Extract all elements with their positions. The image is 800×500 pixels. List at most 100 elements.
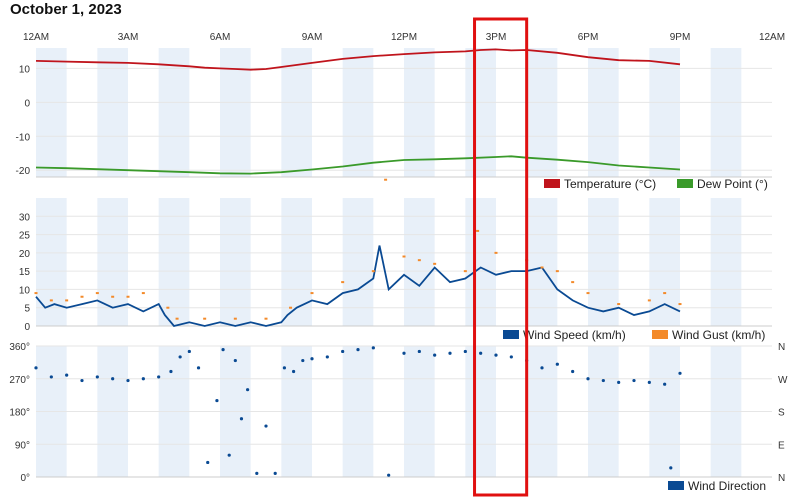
- direction-point: [239, 417, 244, 421]
- y-tick-label: 180°: [9, 408, 30, 419]
- time-band: [710, 48, 742, 177]
- gust-point: [586, 292, 590, 295]
- gust-point: [555, 270, 559, 273]
- y-right-tick-label: S: [778, 408, 785, 419]
- direction-point: [669, 466, 673, 470]
- time-band: [281, 198, 312, 326]
- legend-swatch: [544, 179, 560, 188]
- time-band: [649, 48, 680, 177]
- direction-point: [80, 378, 84, 383]
- legend-label: Wind Gust (km/h): [672, 328, 765, 342]
- gust-point: [571, 281, 575, 284]
- time-axis-label: 12AM: [759, 32, 785, 43]
- y-right-tick-label: W: [778, 375, 788, 386]
- direction-point: [601, 378, 605, 383]
- direction-point: [126, 378, 130, 383]
- time-band: [588, 198, 619, 326]
- gust-point: [476, 229, 480, 232]
- direction-point: [65, 373, 69, 377]
- direction-point: [206, 460, 210, 465]
- legend-label: Dew Point (°): [697, 177, 768, 191]
- time-band: [281, 48, 312, 177]
- gust-point: [34, 292, 38, 295]
- legend-swatch: [677, 179, 693, 188]
- direction-point: [34, 366, 38, 370]
- direction-point: [540, 366, 544, 370]
- gust-point: [310, 292, 314, 295]
- direction-point: [387, 473, 391, 477]
- series-line: [35, 155, 681, 175]
- direction-point: [233, 358, 237, 363]
- direction-point: [586, 377, 590, 381]
- series-line: [35, 48, 681, 71]
- legend-label: Wind Speed (km/h): [523, 328, 626, 342]
- direction-point: [292, 369, 296, 374]
- y-tick-label: 30: [19, 212, 31, 223]
- gust-point: [433, 262, 437, 265]
- y-tick-label: 25: [19, 231, 31, 242]
- gust-point: [463, 270, 467, 273]
- y-tick-label: 90°: [15, 440, 30, 451]
- time-axis-label: 3PM: [486, 32, 507, 43]
- gust-point: [49, 299, 53, 302]
- legend-swatch: [652, 330, 668, 339]
- direction-point: [157, 375, 161, 379]
- direction-point: [282, 366, 286, 370]
- direction-point: [49, 375, 53, 379]
- time-band: [158, 48, 190, 177]
- time-band: [404, 198, 435, 326]
- direction-point: [310, 357, 314, 361]
- time-band: [526, 198, 558, 326]
- time-band: [649, 198, 680, 326]
- y-tick-label: 270°: [9, 375, 30, 386]
- gust-point: [663, 292, 667, 295]
- gust-point: [126, 295, 130, 298]
- gust-point: [111, 295, 115, 298]
- direction-point: [95, 375, 99, 379]
- y-tick-label: 5: [24, 304, 30, 315]
- direction-point: [301, 358, 305, 363]
- direction-point: [187, 349, 191, 354]
- direction-point: [255, 471, 259, 475]
- gust-point: [141, 292, 145, 295]
- direction-point: [647, 380, 651, 384]
- legend-swatch: [503, 330, 519, 339]
- panel-1: 10 0 -10 -20 Temperature (°C) Dew Point (°): [16, 48, 772, 191]
- y-tick-label: 15: [19, 267, 31, 278]
- direction-point: [663, 382, 667, 386]
- gust-point: [647, 299, 651, 302]
- legend-label: Temperature (°C): [564, 177, 656, 191]
- direction-point: [215, 398, 219, 403]
- gust-point: [203, 317, 207, 320]
- y-tick-label: 0°: [20, 473, 30, 484]
- time-band: [526, 48, 558, 177]
- time-band: [36, 48, 67, 177]
- direction-point: [571, 369, 575, 374]
- direction-point: [617, 380, 621, 384]
- time-band: [220, 48, 251, 177]
- gust-point: [617, 303, 621, 306]
- direction-point: [246, 388, 250, 392]
- direction-point: [341, 349, 345, 354]
- direction-point: [111, 377, 115, 381]
- gust-point: [678, 303, 682, 306]
- gust-point: [341, 281, 345, 284]
- direction-point: [141, 377, 145, 381]
- highlight-box: [473, 17, 529, 497]
- direction-point: [402, 351, 406, 355]
- direction-point: [356, 348, 360, 352]
- time-axis-label: 6PM: [578, 32, 599, 43]
- gust-point: [384, 178, 388, 181]
- gust-point: [494, 251, 498, 254]
- time-band: [465, 48, 496, 177]
- time-band: [158, 198, 190, 326]
- direction-point: [448, 351, 452, 355]
- legend-swatch: [668, 481, 684, 490]
- gust-point: [233, 317, 237, 320]
- gust-point: [402, 255, 406, 258]
- time-axis-label: 9AM: [302, 32, 323, 43]
- y-tick-label: 0: [24, 98, 30, 109]
- direction-point: [509, 355, 513, 359]
- y-right-tick-label: N: [778, 473, 785, 484]
